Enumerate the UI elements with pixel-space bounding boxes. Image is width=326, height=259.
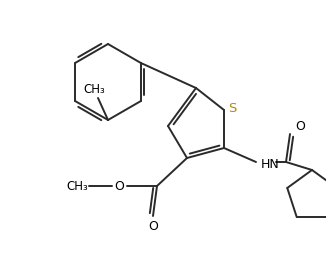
Text: CH₃: CH₃	[66, 179, 88, 192]
Text: O: O	[114, 179, 124, 192]
Text: HN: HN	[260, 157, 279, 170]
Text: O: O	[148, 219, 158, 233]
Text: CH₃: CH₃	[83, 83, 105, 96]
Text: O: O	[295, 119, 305, 133]
Text: S: S	[228, 102, 236, 114]
